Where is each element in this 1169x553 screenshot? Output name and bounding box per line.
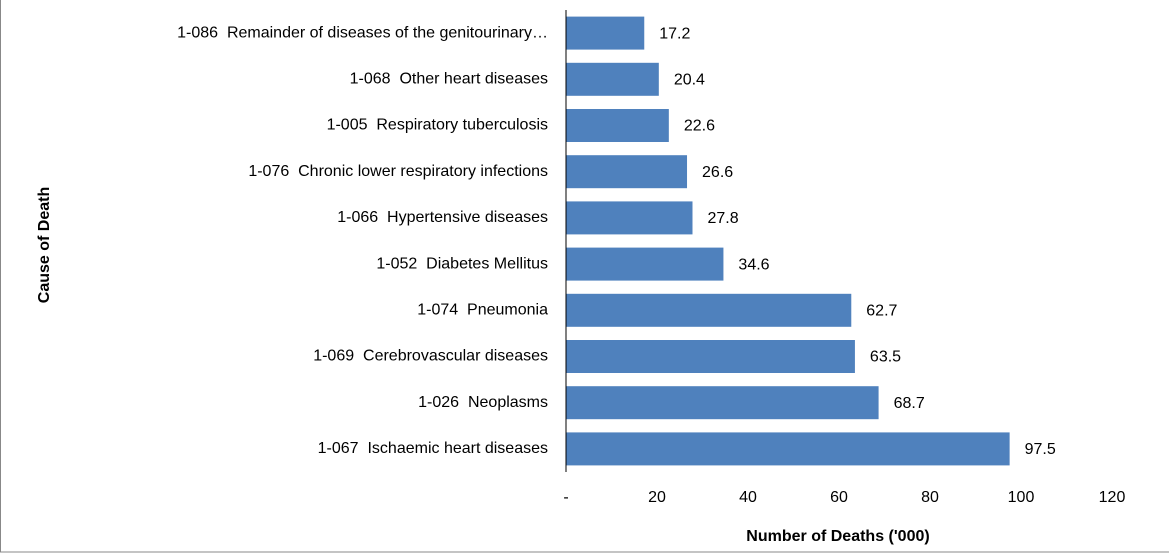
y-tick-label: 1-076 Chronic lower respiratory infectio…: [248, 163, 548, 180]
value-label: 27.8: [707, 210, 738, 227]
y-tick-label: 1-005 Respiratory tuberculosis: [327, 117, 548, 134]
value-label: 62.7: [866, 303, 897, 320]
value-label: 34.6: [738, 256, 769, 273]
x-axis-title: Number of Deaths ('000): [746, 528, 929, 545]
value-label: 26.6: [702, 164, 733, 181]
bar: [566, 155, 688, 189]
y-tick-label: 1-068 Other heart diseases: [350, 71, 548, 88]
y-tick-label: 1-026 Neoplasms: [418, 394, 548, 411]
y-tick-label: 1-086 Remainder of diseases of the genit…: [177, 24, 548, 41]
x-tick-label: 60: [830, 489, 848, 506]
bar: [566, 293, 852, 327]
value-label: 22.6: [684, 118, 715, 135]
x-tick-label: -: [563, 489, 568, 506]
bar: [566, 109, 669, 142]
bar: [566, 340, 855, 373]
value-label: 20.4: [674, 72, 705, 89]
bar: [566, 201, 693, 235]
x-tick-label: 80: [921, 489, 939, 506]
y-axis-title: Cause of Death: [36, 187, 53, 303]
y-tick-label: 1-067 Ischaemic heart diseases: [318, 440, 548, 457]
bar: [566, 247, 724, 281]
x-tick-label: 40: [739, 489, 757, 506]
bar: [566, 16, 645, 50]
value-label: 97.5: [1025, 441, 1056, 458]
y-tick-label: 1-066 Hypertensive diseases: [337, 209, 548, 226]
x-tick-label: 120: [1099, 489, 1126, 506]
y-tick-label: 1-074 Pneumonia: [417, 302, 548, 319]
value-label: 68.7: [894, 395, 925, 412]
x-tick-label: 100: [1008, 489, 1035, 506]
bar: [566, 62, 659, 96]
y-tick-label: 1-069 Cerebrovascular diseases: [313, 348, 548, 365]
value-label: 63.5: [870, 349, 901, 366]
y-tick-label: 1-052 Diabetes Mellitus: [376, 255, 548, 272]
bar: [566, 432, 1010, 466]
value-label: 17.2: [659, 25, 690, 42]
x-tick-label: 20: [648, 489, 666, 506]
bar: [566, 386, 879, 420]
